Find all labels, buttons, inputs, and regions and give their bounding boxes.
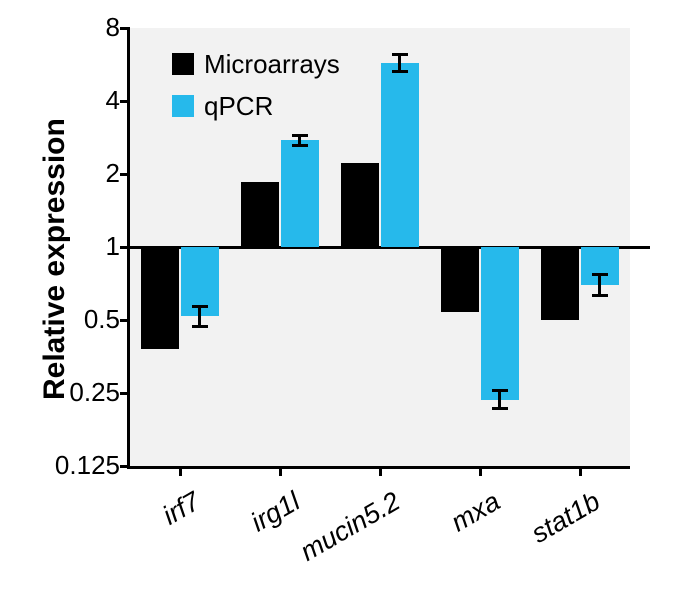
x-tick-label: irf7 bbox=[17, 486, 206, 613]
x-tick-mark bbox=[279, 466, 282, 476]
y-tick-label: 4 bbox=[106, 85, 120, 116]
x-tick-mark bbox=[379, 466, 382, 476]
bar bbox=[481, 247, 519, 400]
y-tick-mark bbox=[120, 319, 130, 322]
bar bbox=[281, 140, 319, 247]
legend-swatch bbox=[172, 95, 194, 117]
bar bbox=[241, 182, 279, 247]
y-tick-label: 0.125 bbox=[55, 450, 120, 481]
x-tick-mark bbox=[579, 466, 582, 476]
error-cap bbox=[592, 294, 608, 297]
y-tick-label: 8 bbox=[106, 12, 120, 43]
error-cap bbox=[492, 389, 508, 392]
error-cap bbox=[192, 325, 208, 328]
bar bbox=[141, 247, 179, 349]
y-tick-label: 2 bbox=[106, 158, 120, 189]
bar bbox=[381, 63, 419, 247]
bar bbox=[341, 163, 379, 247]
error-cap bbox=[492, 407, 508, 410]
error-cap bbox=[292, 134, 308, 137]
bar bbox=[541, 247, 579, 320]
y-tick-mark bbox=[120, 173, 130, 176]
legend-label: Microarrays bbox=[204, 49, 340, 80]
y-axis-label: Relative expression bbox=[38, 118, 72, 400]
error-cap bbox=[192, 305, 208, 308]
y-tick-mark bbox=[120, 27, 130, 30]
error-bar bbox=[498, 391, 501, 409]
y-tick-label: 0.5 bbox=[84, 304, 120, 335]
error-cap bbox=[392, 70, 408, 73]
x-tick-label: mucin5.2 bbox=[217, 486, 406, 613]
y-tick-label: 1 bbox=[106, 231, 120, 262]
y-tick-label: 0.25 bbox=[69, 377, 120, 408]
y-tick-mark bbox=[120, 100, 130, 103]
x-tick-label: stat1b bbox=[417, 486, 606, 613]
bar bbox=[441, 247, 479, 312]
y-tick-mark bbox=[120, 392, 130, 395]
error-cap bbox=[592, 273, 608, 276]
x-tick-label: mxa bbox=[317, 486, 506, 613]
error-cap bbox=[292, 144, 308, 147]
error-cap bbox=[392, 53, 408, 56]
legend-label: qPCR bbox=[204, 91, 273, 122]
error-bar bbox=[198, 306, 201, 326]
legend-swatch bbox=[172, 53, 194, 75]
expression-bar-chart: Relative expression 0.1250.250.51248irf7… bbox=[0, 0, 683, 600]
x-tick-mark bbox=[479, 466, 482, 476]
x-tick-label: irg1l bbox=[117, 486, 306, 613]
x-tick-mark bbox=[179, 466, 182, 476]
error-bar bbox=[598, 275, 601, 296]
